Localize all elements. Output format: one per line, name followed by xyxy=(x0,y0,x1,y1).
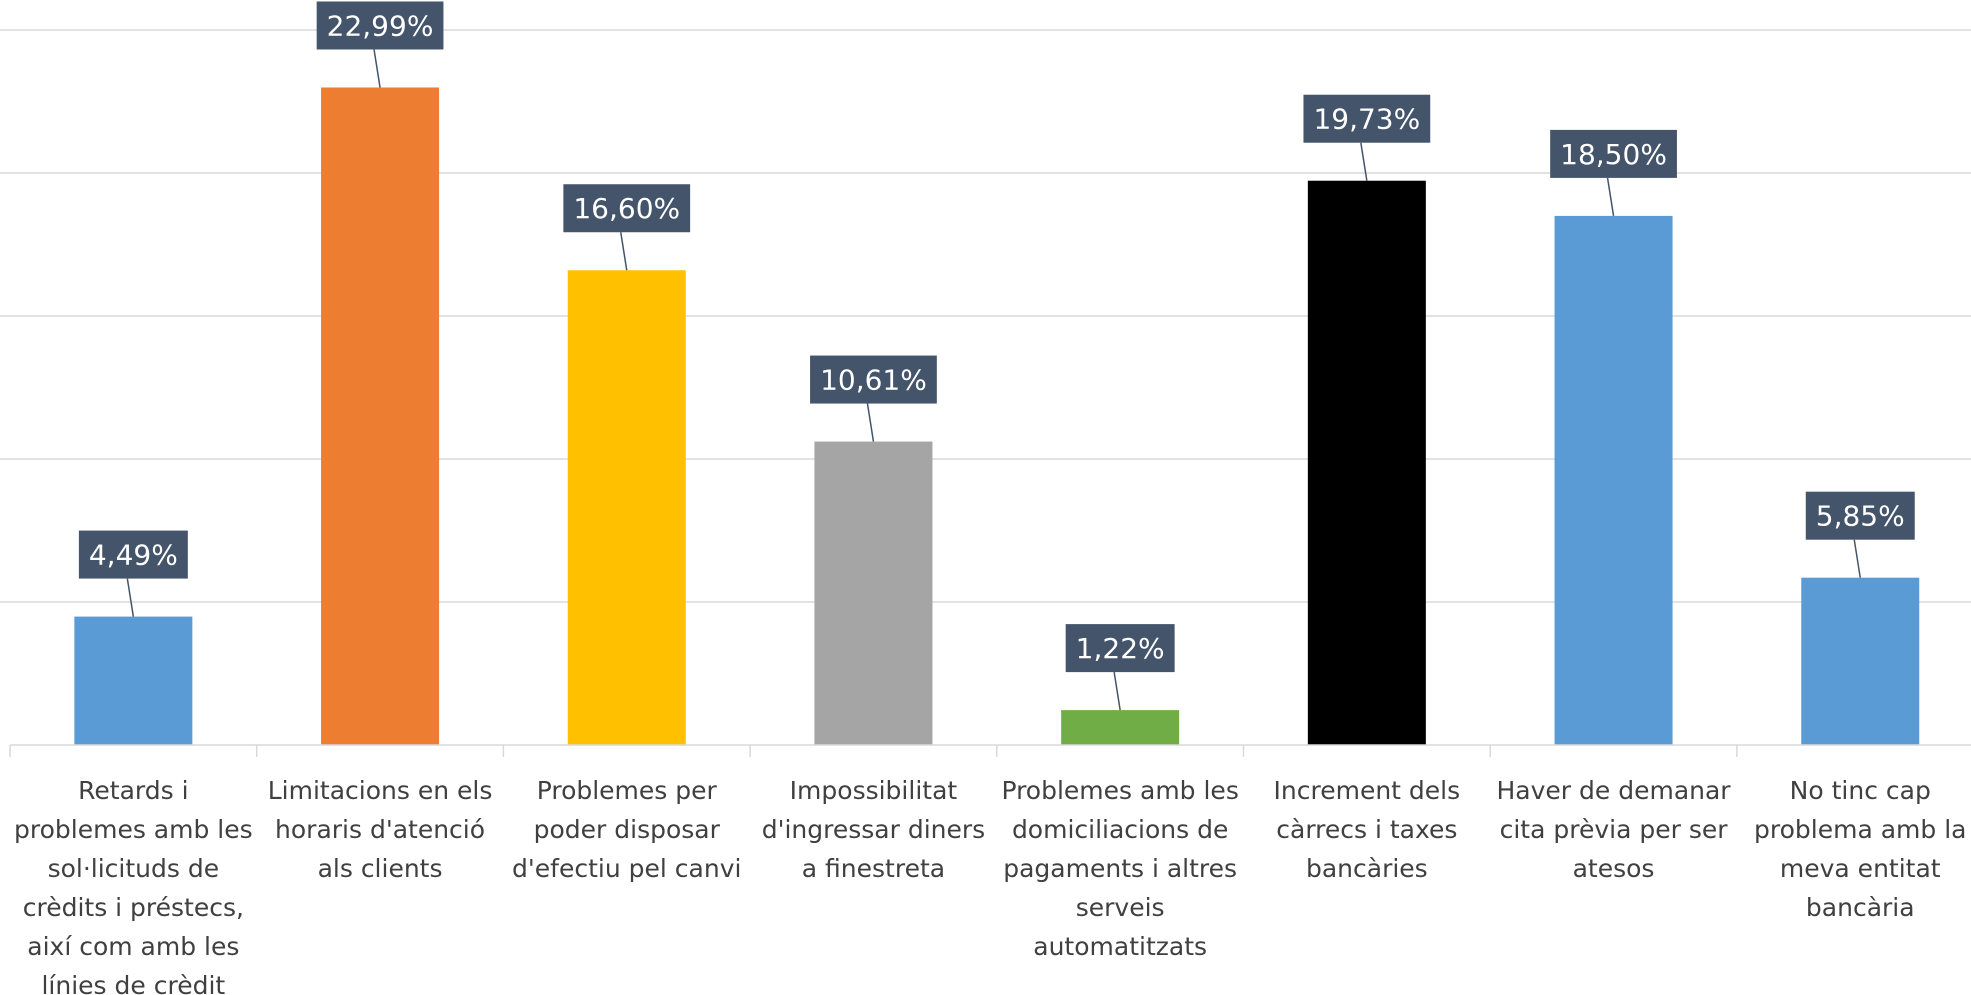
data-label-text: 4,49% xyxy=(89,539,178,572)
data-label-text: 5,85% xyxy=(1816,500,1905,533)
category-labels: Retards i problemes amb les sol·licituds d… xyxy=(14,776,1966,995)
bar xyxy=(1061,710,1180,745)
data-label-box xyxy=(810,355,937,404)
data-label-box xyxy=(316,1,444,50)
category-label: No tinc cap problema amb la meva entitat ba… xyxy=(1754,776,1966,922)
bars xyxy=(74,87,1920,746)
data-label-text: 16,60% xyxy=(573,192,680,225)
x-axis xyxy=(9,744,1971,757)
data-label-leader xyxy=(1113,671,1121,711)
category-label-line: problemes amb les xyxy=(14,815,253,844)
category-label: Retards i problemes amb les sol·licituds d… xyxy=(14,776,253,995)
category-label-line: línies de crèdit xyxy=(41,971,225,995)
bar xyxy=(567,270,686,745)
bar xyxy=(1801,577,1920,745)
category-label-line: pagaments i altres xyxy=(1003,854,1237,883)
category-label-line: bancària xyxy=(1806,893,1915,922)
category-label-line: automatitzats xyxy=(1033,932,1207,961)
category-label-line: als clients xyxy=(318,854,443,883)
category-label-line: Haver de demanar xyxy=(1497,776,1732,805)
category-label-line: problema amb la xyxy=(1754,815,1966,844)
bar xyxy=(321,87,440,745)
category-label-line: atesos xyxy=(1573,854,1655,883)
data-label: 22,99% xyxy=(316,1,444,88)
category-label: Impossibilitat d'ingressar diners a finest… xyxy=(762,776,985,883)
category-label: Problemes per poder disposar d'efectiu pel… xyxy=(512,776,741,883)
gridlines xyxy=(0,29,1971,603)
data-label-box xyxy=(1303,94,1431,143)
category-label-line: així com amb les xyxy=(27,932,239,961)
category-label-line: Impossibilitat xyxy=(790,776,958,805)
data-label-box xyxy=(78,530,188,579)
data-label-text: 22,99% xyxy=(327,9,434,42)
data-label-text: 19,73% xyxy=(1313,103,1420,136)
data-label: 5,85% xyxy=(1805,491,1915,578)
data-label-leader xyxy=(620,232,628,271)
category-label-line: Increment dels xyxy=(1274,776,1461,805)
category-label-line: d'efectiu pel canvi xyxy=(512,854,741,883)
bar xyxy=(74,616,193,745)
data-label-leader xyxy=(866,403,875,442)
category-label: Limitacions en els horaris d'atenció als c… xyxy=(268,776,493,883)
bar xyxy=(1554,215,1673,745)
category-label-line: sol·licituds de xyxy=(48,854,220,883)
data-label-text: 18,50% xyxy=(1560,138,1667,171)
category-label-line: Retards i xyxy=(78,776,188,805)
data-label: 1,22% xyxy=(1065,624,1175,711)
category-label: Haver de demanar cita prèvia per ser ateso… xyxy=(1497,776,1732,883)
category-label-line: càrrecs i taxes xyxy=(1276,815,1457,844)
data-label-text: 1,22% xyxy=(1076,632,1165,665)
bar xyxy=(814,441,933,745)
data-label-box xyxy=(1550,129,1677,178)
data-label: 4,49% xyxy=(78,530,188,617)
data-label: 18,50% xyxy=(1550,129,1677,217)
category-label-line: meva entitat xyxy=(1780,854,1941,883)
data-label-leader xyxy=(126,578,135,617)
category-label-line: crèdits i préstecs, xyxy=(23,893,244,922)
data-label-box xyxy=(1805,491,1915,540)
category-label: Increment dels càrrecs i taxes bancàries xyxy=(1274,776,1461,883)
data-label-leader xyxy=(1853,539,1861,578)
category-label-line: Limitacions en els xyxy=(268,776,493,805)
category-label-line: serveis xyxy=(1076,893,1165,922)
data-label-box xyxy=(1065,624,1175,673)
data-label-box xyxy=(563,184,691,233)
data-label: 16,60% xyxy=(563,184,691,271)
data-label-leader xyxy=(1606,177,1615,217)
category-label-line: domiciliacions de xyxy=(1012,815,1228,844)
category-label-line: No tinc cap xyxy=(1790,776,1931,805)
bar xyxy=(1307,180,1426,746)
data-labels: 4,49% 22,99% 16,60% 10,61% 1,22% 19,73% 18,50%… xyxy=(78,1,1915,711)
data-label: 19,73% xyxy=(1303,94,1431,181)
category-label: Problemes amb les domiciliacions de pagame… xyxy=(1001,776,1238,961)
data-label-text: 10,61% xyxy=(820,364,927,397)
category-label-line: horaris d'atenció xyxy=(275,815,485,844)
data-label-leader xyxy=(1360,142,1368,181)
data-label: 10,61% xyxy=(810,355,937,442)
category-label-line: a finestreta xyxy=(802,854,945,883)
category-label-line: poder disposar xyxy=(534,815,721,844)
data-label-leader xyxy=(373,49,381,88)
category-label-line: d'ingressar diners xyxy=(762,815,985,844)
category-label-line: cita prèvia per ser xyxy=(1500,815,1729,844)
category-label-line: bancàries xyxy=(1306,854,1428,883)
category-label-line: Problemes per xyxy=(537,776,718,805)
category-label-line: Problemes amb les xyxy=(1001,776,1238,805)
